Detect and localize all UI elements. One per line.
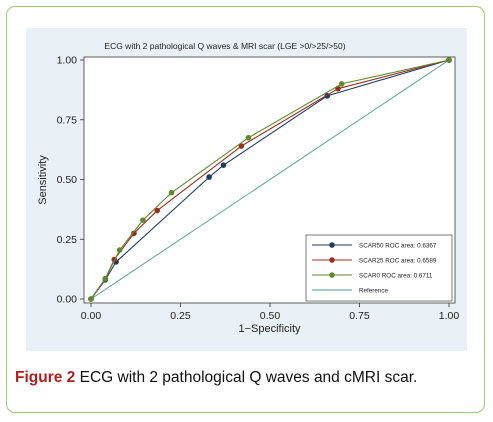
figure-caption-text: ECG with 2 pathological Q waves and cMRI… — [79, 369, 418, 386]
series-point — [206, 174, 212, 180]
figure-caption: Figure 2 ECG with 2 pathological Q waves… — [15, 369, 417, 387]
y-tick-label: 0.50 — [57, 174, 78, 186]
legend-entry: SCAR50 ROC area: 0.6367 — [359, 243, 437, 250]
legend: SCAR50 ROC area: 0.6367 SCAR25 ROC area: … — [305, 234, 453, 302]
y-axis-label: Sensitivity — [37, 155, 49, 205]
y-tick-label: 1.00 — [57, 55, 78, 67]
series-point — [102, 275, 109, 282]
series-point — [154, 207, 161, 214]
x-axis-label: 1−Specificity — [238, 323, 301, 335]
y-tick-label: 0.00 — [57, 294, 78, 306]
chart-title: ECG with 2 pathological Q waves & MRI sc… — [104, 41, 345, 51]
reference-layer — [90, 59, 450, 300]
series-point — [88, 296, 94, 302]
series-layer — [88, 57, 452, 302]
series-point — [338, 81, 345, 87]
x-tick-label: 0.00 — [81, 310, 102, 322]
y-tick-label: 0.75 — [57, 114, 78, 126]
figure-label: Figure 2 — [15, 369, 76, 386]
series-point — [168, 189, 175, 196]
legend-entry: SCAR0 ROC area: 0.6711 — [359, 273, 433, 280]
series-point — [220, 162, 227, 168]
series-line — [90, 59, 450, 300]
series-point — [140, 217, 146, 223]
x-tick-label: 0.25 — [170, 310, 191, 322]
series-line — [90, 59, 450, 300]
legend-swatch-point — [329, 272, 335, 278]
series-point — [238, 143, 245, 149]
legend-entry: SCAR25 ROC area: 0.6589 — [359, 258, 437, 265]
x-tick-label: 1.00 — [439, 310, 460, 322]
x-tick-label: 0.50 — [260, 310, 281, 322]
series-point — [245, 134, 252, 141]
series-point — [446, 57, 452, 63]
legend-swatch-point — [329, 242, 335, 248]
axis-layer: 0.00 0.25 0.50 0.75 1.00 0.00 0.25 0.50 0.75 1.00 — [57, 55, 460, 323]
series-point — [116, 247, 123, 253]
x-tick-label: 0.75 — [349, 310, 370, 322]
legend-entry: Reference — [359, 288, 389, 295]
y-tick-label: 0.25 — [57, 234, 78, 246]
series-point — [131, 230, 137, 237]
legend-swatch-point — [329, 257, 335, 263]
